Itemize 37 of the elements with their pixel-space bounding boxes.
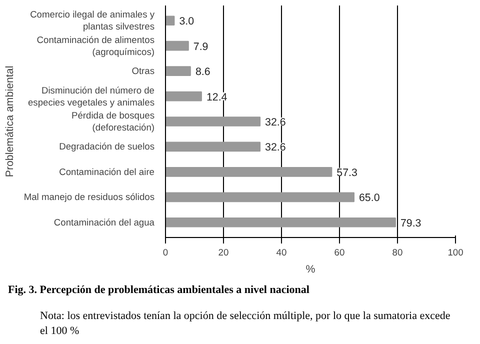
bar <box>166 40 189 51</box>
x-tick-label: 80 <box>392 248 403 258</box>
bar <box>166 167 332 177</box>
y-tick-label: Otras <box>132 66 155 76</box>
caption: Fig. 3. Percepción de problemáticas ambientales a nivel nacional <box>8 283 310 298</box>
x-tick-label: 100 <box>448 248 464 258</box>
x-axis-title: % <box>306 264 316 276</box>
data-label: 7.9 <box>193 40 208 53</box>
y-tick-label: Contaminación de alimentos (agroquímicos) <box>36 34 155 57</box>
text: Nota: los entrevistados tenían la opción de selección múltiple, por lo que la sumatoria excede el 100 % <box>40 308 452 340</box>
bar <box>166 142 261 152</box>
y-axis-title: Problemática ambiental <box>4 66 16 178</box>
bar <box>166 16 175 26</box>
data-label: 3.0 <box>179 16 194 28</box>
y-tick-label: Mal manejo de residuos sólidos <box>24 192 155 202</box>
bar <box>166 91 202 102</box>
x-tick-label: 20 <box>218 248 229 258</box>
bar <box>166 116 261 126</box>
x-tick-label: 40 <box>276 248 287 258</box>
bar <box>166 192 354 202</box>
data-label: 79.3 <box>400 217 422 230</box>
bar <box>166 217 396 228</box>
data-label: 57.3 <box>336 166 358 179</box>
x-tick-label: 0 <box>162 248 168 258</box>
bar <box>166 66 191 76</box>
data-label: 32.6 <box>265 142 286 154</box>
y-tick-label: Degradación de suelos <box>59 142 155 152</box>
data-label: 8.6 <box>195 66 210 78</box>
y-tick-label: Contaminación del agua <box>54 217 156 228</box>
y-tick-label: Contaminación del aire <box>59 166 155 177</box>
y-tick-label: Comercio ilegal de animales y plantas silvestres <box>30 10 155 32</box>
data-label: 12.4 <box>206 91 228 104</box>
data-label: 65.0 <box>359 192 380 204</box>
y-tick-label: Pérdida de bosques (deforestación) <box>72 110 155 132</box>
data-label: 32.6 <box>265 116 286 128</box>
y-tick-label: Disminución del número de especies vegetales y animales <box>28 85 155 108</box>
x-tick-label: 60 <box>334 248 345 258</box>
